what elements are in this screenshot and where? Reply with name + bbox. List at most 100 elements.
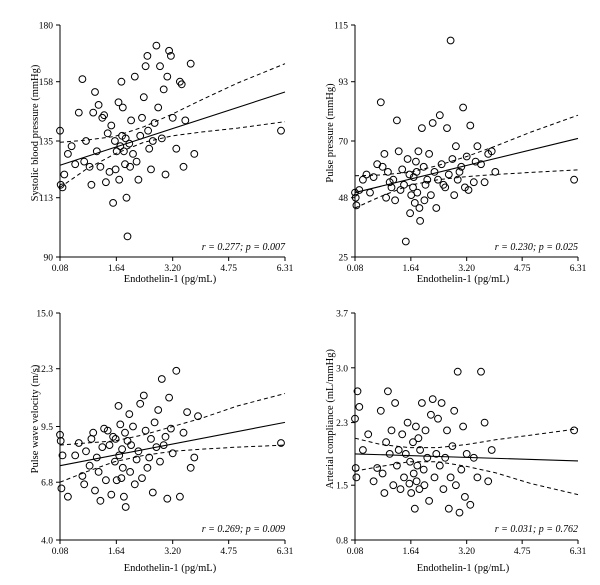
y-tick-label: 48 <box>339 194 349 204</box>
data-point <box>437 160 446 169</box>
data-point <box>109 199 117 207</box>
confidence-band-lower <box>354 461 579 496</box>
axes-frame <box>59 25 285 258</box>
data-point <box>412 157 420 166</box>
data-point <box>427 191 435 200</box>
data-point <box>111 137 119 145</box>
data-point <box>107 490 116 499</box>
data-point <box>82 447 90 456</box>
data-point <box>138 113 146 122</box>
data-point <box>127 116 136 125</box>
data-point <box>91 88 99 96</box>
data-point <box>132 455 141 464</box>
data-point <box>412 422 420 431</box>
y-tick-label: 3.0 <box>336 364 348 374</box>
data-point <box>419 162 428 171</box>
confidence-band-upper <box>59 393 286 446</box>
data-point <box>80 480 89 489</box>
data-point <box>382 438 391 447</box>
data-point <box>165 393 174 402</box>
data-point <box>455 168 464 176</box>
data-point <box>441 183 450 192</box>
data-point <box>443 124 451 133</box>
data-point <box>177 80 186 89</box>
data-point <box>277 439 285 447</box>
data-point <box>376 406 385 415</box>
data-point <box>150 418 159 427</box>
data-point <box>366 188 374 197</box>
data-point <box>89 108 98 117</box>
data-point <box>385 450 394 458</box>
data-point <box>353 387 362 396</box>
data-point <box>148 137 157 145</box>
data-point <box>484 477 493 486</box>
data-point <box>121 428 129 437</box>
y-tick-label: 12.3 <box>36 365 53 375</box>
x-tick-label: 3.20 <box>458 547 475 557</box>
data-point <box>400 473 408 482</box>
data-point <box>464 186 473 194</box>
x-tick-label: 4.75 <box>514 547 531 557</box>
data-point <box>157 375 166 383</box>
correlation-stat: r = 0.230; p = 0.025 <box>495 242 578 253</box>
data-point <box>384 387 392 396</box>
data-point <box>394 446 403 454</box>
data-point <box>100 111 108 120</box>
data-point <box>413 188 422 197</box>
data-point <box>403 155 412 163</box>
data-point <box>139 93 148 102</box>
data-point <box>92 453 101 462</box>
x-tick-label: 6.31 <box>570 547 587 557</box>
data-point <box>127 441 136 450</box>
data-point <box>409 183 417 192</box>
data-point <box>406 209 415 218</box>
y-tick-label: 135 <box>39 138 54 148</box>
x-tick-label: 1.64 <box>108 264 125 274</box>
confidence-band-lower <box>59 121 286 188</box>
data-point <box>427 410 435 419</box>
data-point <box>423 175 432 184</box>
data-point <box>401 237 410 246</box>
data-point <box>118 463 127 472</box>
data-point <box>380 150 389 158</box>
data-point <box>156 457 164 466</box>
data-point <box>181 116 190 125</box>
data-point <box>58 451 67 460</box>
data-point <box>425 497 434 505</box>
x-tick-label: 6.31 <box>277 547 294 557</box>
x-tick-label: 3.20 <box>164 264 181 274</box>
data-point <box>394 147 403 156</box>
data-point <box>111 435 120 443</box>
data-point <box>428 119 437 127</box>
data-point <box>362 170 371 179</box>
correlation-stat: r = 0.277; p = 0.007 <box>202 242 286 253</box>
panel-arterial-compliance: Arterial compliance (mL/mmHg) Endothelin… <box>325 310 587 575</box>
data-point <box>432 450 441 458</box>
y-tick-label: 3.7 <box>336 310 348 320</box>
panel-pulse-wave-velocity: Pulse wave velocity (m/s) Endothelin-1 (… <box>30 310 294 575</box>
data-point <box>351 188 359 197</box>
data-point <box>123 232 132 241</box>
data-point <box>446 36 455 45</box>
data-point <box>111 165 120 174</box>
data-point <box>410 504 419 513</box>
data-point <box>409 438 417 447</box>
data-point <box>382 193 391 202</box>
y-tick-label: 158 <box>39 78 54 88</box>
x-tick-label: 1.64 <box>403 547 420 557</box>
data-point <box>183 408 192 417</box>
y-tick-label: 6.8 <box>41 479 53 489</box>
data-point <box>152 41 161 50</box>
regression-line <box>59 91 286 166</box>
x-axis-label: Endothelin-1 (pg/mL) <box>417 274 510 285</box>
data-point <box>89 428 98 437</box>
confidence-band-lower <box>59 444 286 483</box>
data-point <box>85 461 94 470</box>
data-point <box>71 160 80 169</box>
data-point <box>425 150 434 158</box>
data-point <box>190 453 199 462</box>
x-tick-label: 4.75 <box>220 547 237 557</box>
data-point <box>102 178 110 187</box>
data-point <box>167 52 175 60</box>
